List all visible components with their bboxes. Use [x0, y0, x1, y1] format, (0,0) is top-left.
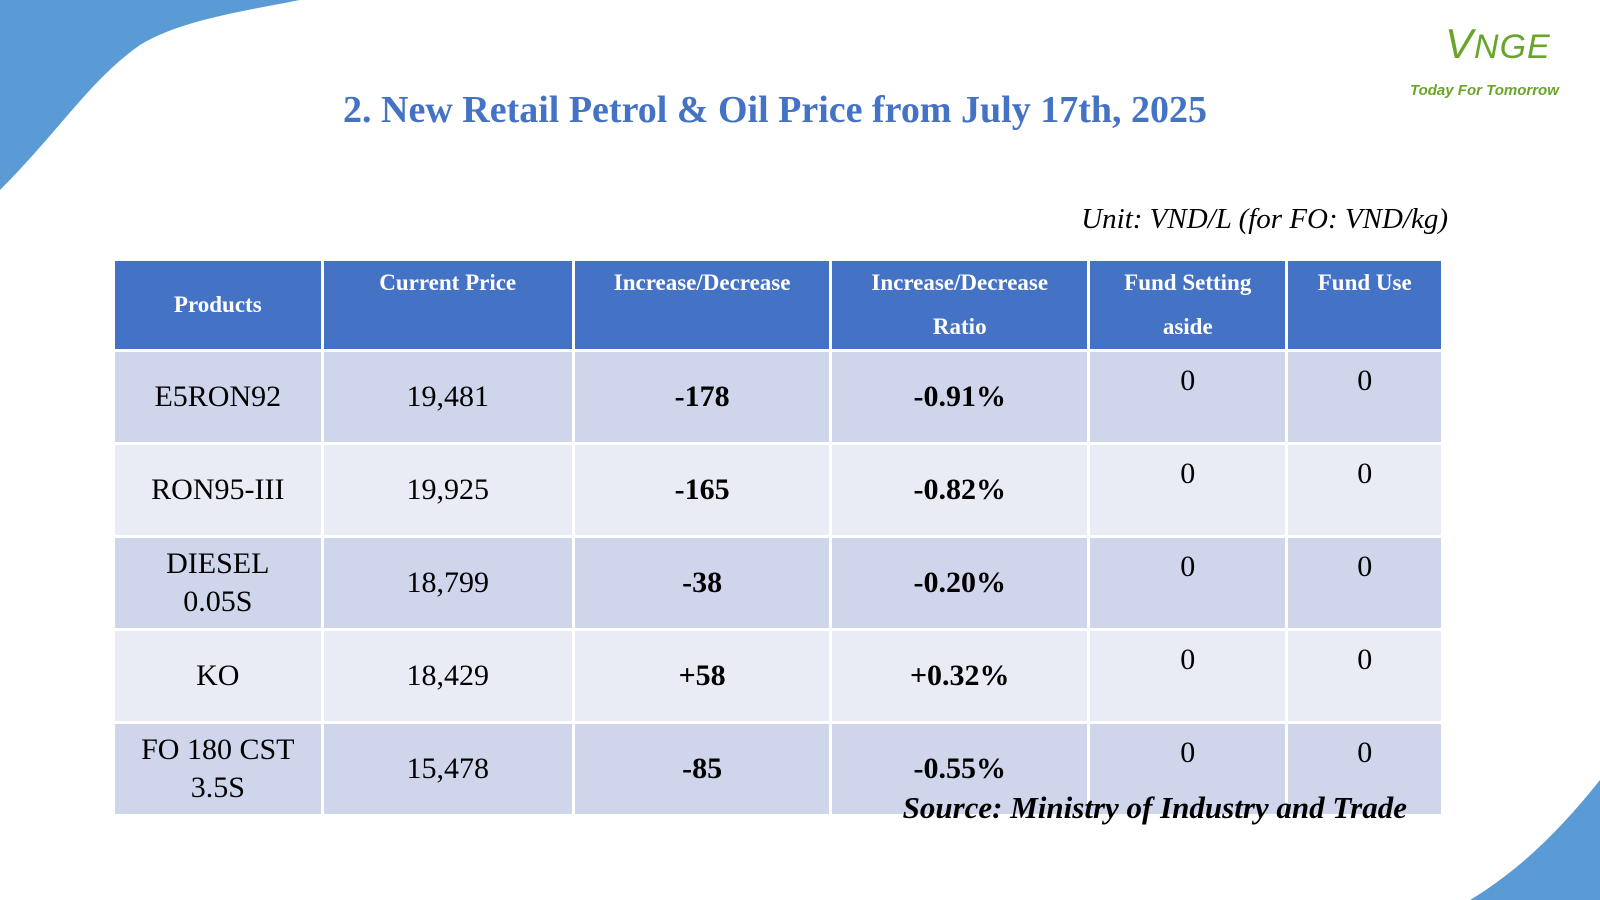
fund-setting-cell: 0	[1087, 349, 1289, 445]
header-products: Products	[112, 258, 324, 352]
price-cell: 15,478	[320, 721, 575, 817]
table-row: KO 18,429 +58 +0.32% 0 0	[112, 628, 1444, 724]
change-cell: -85	[571, 721, 833, 817]
table-header-row: Products Current Price Increase/Decrease…	[112, 258, 1444, 352]
price-cell: 18,429	[320, 628, 575, 724]
ratio-cell: +0.32%	[829, 628, 1091, 724]
ratio-cell: -0.55%	[829, 721, 1091, 817]
product-cell: KO	[112, 628, 324, 724]
product-cell: E5RON92	[112, 349, 324, 445]
ratio-cell: -0.20%	[829, 535, 1091, 631]
change-cell: -38	[571, 535, 833, 631]
page-title: 2. New Retail Petrol & Oil Price from Ju…	[343, 89, 1207, 131]
fund-setting-cell: 0	[1087, 628, 1289, 724]
price-cell: 18,799	[320, 535, 575, 631]
header-fund-use: Fund Use	[1285, 258, 1444, 352]
fund-use-cell: 0	[1285, 628, 1444, 724]
product-cell: RON95-III	[112, 442, 324, 538]
vnge-logo: VNGE Today For Tomorrow	[1405, 20, 1585, 110]
table-row: RON95-III 19,925 -165 -0.82% 0 0	[112, 442, 1444, 538]
price-cell: 19,481	[320, 349, 575, 445]
price-table: Products Current Price Increase/Decrease…	[112, 258, 1444, 817]
unit-note: Unit: VND/L (for FO: VND/kg)	[1081, 203, 1448, 235]
product-cell: FO 180 CST 3.5S	[112, 721, 324, 817]
header-current-price: Current Price	[320, 258, 575, 352]
fund-use-cell: 0	[1285, 442, 1444, 538]
header-fund-setting: Fund Setting aside	[1087, 258, 1289, 352]
table-row: FO 180 CST 3.5S 15,478 -85 -0.55% 0 0	[112, 721, 1444, 817]
change-cell: -165	[571, 442, 833, 538]
header-increase-decrease: Increase/Decrease	[571, 258, 833, 352]
logo-tagline: Today For Tomorrow	[1410, 82, 1559, 99]
ratio-cell: -0.82%	[829, 442, 1091, 538]
logo-wordmark: VNGE	[1445, 20, 1551, 67]
fund-use-cell: 0	[1285, 349, 1444, 445]
change-cell: +58	[571, 628, 833, 724]
source-note: Source: Ministry of Industry and Trade	[902, 790, 1407, 825]
fund-use-cell: 0	[1285, 535, 1444, 631]
table-row: DIESEL 0.05S 18,799 -38 -0.20% 0 0	[112, 535, 1444, 631]
price-cell: 19,925	[320, 442, 575, 538]
fund-use-cell: 0	[1285, 721, 1444, 817]
product-cell: DIESEL 0.05S	[112, 535, 324, 631]
header-ratio: Increase/Decrease Ratio	[829, 258, 1091, 352]
ratio-cell: -0.91%	[829, 349, 1091, 445]
fund-setting-cell: 0	[1087, 721, 1289, 817]
fund-setting-cell: 0	[1087, 535, 1289, 631]
table-row: E5RON92 19,481 -178 -0.91% 0 0	[112, 349, 1444, 445]
change-cell: -178	[571, 349, 833, 445]
fund-setting-cell: 0	[1087, 442, 1289, 538]
